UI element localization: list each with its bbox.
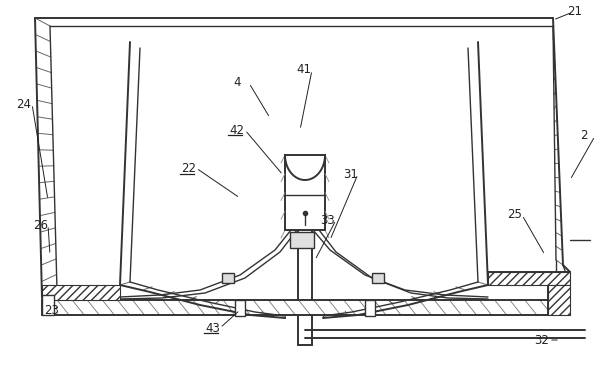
Text: 22: 22 <box>181 162 196 175</box>
Bar <box>235 300 245 316</box>
Text: 25: 25 <box>507 208 522 221</box>
Text: 2: 2 <box>580 129 587 142</box>
Bar <box>42 295 54 315</box>
Text: 33: 33 <box>320 214 335 227</box>
Text: 23: 23 <box>44 304 59 317</box>
Text: 32: 32 <box>534 334 549 347</box>
Bar <box>42 285 120 300</box>
Bar <box>365 300 375 316</box>
Bar <box>548 285 570 315</box>
Bar <box>222 273 234 283</box>
Text: 26: 26 <box>33 219 49 232</box>
Text: 31: 31 <box>343 168 358 181</box>
Bar <box>488 272 570 285</box>
Text: 43: 43 <box>205 322 220 335</box>
Bar <box>372 273 384 283</box>
Text: 21: 21 <box>568 5 583 18</box>
Text: 41: 41 <box>296 63 311 76</box>
Text: 4: 4 <box>234 76 241 89</box>
Bar <box>290 232 314 248</box>
Text: 24: 24 <box>16 98 32 111</box>
Text: 42: 42 <box>229 124 245 137</box>
